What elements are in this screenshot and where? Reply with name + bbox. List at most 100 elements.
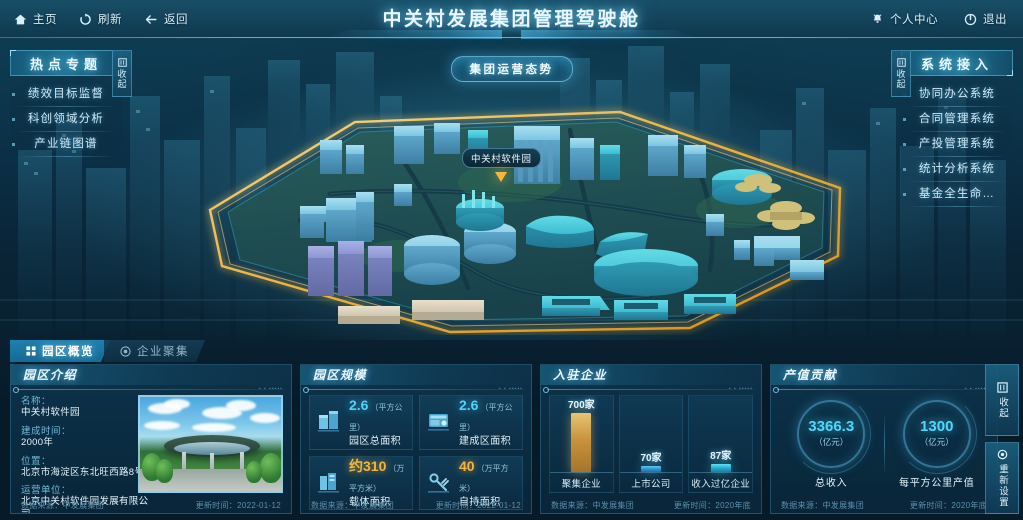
- park-info-list: 名称： 中关村软件园 建成时间： 2000年 位置： 北京市海淀区东北旺西路8号: [21, 393, 151, 513]
- kpi-total-area[interactable]: 2.6 （平方公里） 园区总面积: [309, 395, 413, 450]
- map-pin-icon: [495, 172, 508, 182]
- dashboard-reset-button[interactable]: 重新设置: [985, 442, 1019, 514]
- card-park-intro: 园区介绍 ▪ ▪ ▪▪▪▪▪ 名称： 中关村软件园 建成时间： 2000年: [10, 364, 292, 514]
- header-user-actions: 个人中心 退出: [871, 0, 1007, 38]
- kpi-text: 40 （万平方米） 自持面积: [459, 457, 516, 510]
- bar-value-label: 700家: [567, 400, 595, 411]
- bullet-icon: [12, 93, 15, 96]
- park-3d-map[interactable]: [150, 60, 890, 335]
- card-title: 园区介绍: [11, 365, 291, 385]
- gauge-output-per-km2[interactable]: 1300 （亿元） 每平方公里产值: [885, 393, 990, 489]
- sidebar-item-industry-chain[interactable]: 产业链图谱: [10, 132, 122, 157]
- info-label: 运营单位：: [21, 485, 72, 497]
- building-column: [210, 453, 214, 482]
- park-scale-kpis: 2.6 （平方公里） 园区总面积: [309, 395, 523, 510]
- gauge-value: 1300: [920, 418, 954, 435]
- user-center-button[interactable]: 个人中心: [871, 11, 938, 27]
- reset-label: 重新设置: [997, 463, 1008, 508]
- left-panel-hot-topics: 热点专题 绩效目标监督 科创领域分析 产业链图谱: [10, 50, 122, 157]
- reset-icon: [997, 449, 1007, 459]
- buildings-icon: [316, 409, 342, 435]
- left-collapse-label: 收起: [116, 69, 127, 89]
- sidebar-item-oa-system[interactable]: 协同办公系统: [901, 82, 1013, 107]
- bar-group-2[interactable]: 87家 收入过亿企业: [688, 395, 754, 493]
- card-title: 园区规模: [301, 365, 531, 385]
- logout-button[interactable]: 退出: [964, 11, 1007, 27]
- sidebar-item-performance[interactable]: 绩效目标监督: [10, 82, 122, 107]
- bar-category-label: 收入过亿企业: [691, 479, 751, 490]
- bullet-icon: [12, 118, 15, 121]
- info-label: 名称：: [21, 396, 52, 407]
- map-marker-software-park[interactable]: 中关村软件园: [462, 148, 541, 182]
- dashboard-tabs: 园区概览 企业聚集: [10, 340, 205, 362]
- info-label: 位置：: [21, 455, 52, 467]
- gauge-ring: 3366.3 （亿元）: [791, 393, 872, 474]
- gauge-value: 3366.3: [808, 418, 855, 435]
- left-panel-collapse-button[interactable]: 收起: [112, 50, 132, 97]
- sidebar-item-label: 产业链图谱: [34, 138, 98, 150]
- sidebar-item-label: 产投管理系统: [918, 138, 996, 150]
- sidebar-item-fund-lifecycle[interactable]: 基金全生命…: [901, 182, 1013, 207]
- title-wing-left: [322, 30, 502, 39]
- kpi-text: 约310 （万平方米） 载体面积: [349, 457, 406, 510]
- bar-group-1[interactable]: 70家 上市公司: [618, 395, 684, 493]
- left-panel-items: 绩效目标监督 科创领域分析 产业链图谱: [10, 76, 122, 157]
- enterprise-bar-chart: 700家 聚集企业 70家 上市公司 87家: [549, 395, 754, 493]
- logout-label: 退出: [983, 14, 1007, 26]
- data-source-label: 数据来源：中发展集团: [781, 500, 864, 510]
- info-value: 中关村软件园: [21, 407, 80, 418]
- kpi-carrier-area[interactable]: 约310 （万平方米） 载体面积: [309, 455, 413, 510]
- sidebar-item-investment-system[interactable]: 产投管理系统: [901, 132, 1013, 157]
- nav-refresh-button[interactable]: 刷新: [79, 11, 122, 27]
- kpi-built-area[interactable]: 2.6 （平方公里） 建成区面积: [419, 395, 523, 450]
- kpi-value: 40: [459, 457, 475, 474]
- info-row-location: 位置： 北京市海淀区东北旺西路8号: [21, 453, 151, 480]
- nav-home-label: 主页: [33, 14, 57, 26]
- data-source-label: 数据来源：中发展集团: [551, 500, 634, 510]
- kpi-unit: （万平方米）: [349, 463, 405, 493]
- refresh-icon: [80, 12, 91, 25]
- bar-baseline: [619, 472, 683, 473]
- cloud-shape: [148, 403, 182, 414]
- tab-park-overview[interactable]: 园区概览: [10, 340, 110, 362]
- card-resident-enterprises: 入驻企业 ▪ ▪ ▪▪▪▪▪ 700家 聚集企业 70家 上市公司: [540, 364, 762, 514]
- tab-enterprise-cluster[interactable]: 企业聚集: [104, 340, 205, 362]
- target-icon: [120, 346, 131, 357]
- gauge-unit: （亿元）: [919, 437, 954, 447]
- card-corner-deco: ▪ ▪ ▪▪▪▪▪: [498, 386, 523, 392]
- bar-2: [710, 464, 731, 472]
- bar-0: [571, 413, 592, 473]
- gauge-total-revenue[interactable]: 3366.3 （亿元） 总收入: [779, 393, 884, 489]
- gauge-ring: 1300 （亿元）: [896, 393, 977, 474]
- sidebar-item-contract-system[interactable]: 合同管理系统: [901, 107, 1013, 132]
- dashboard-collapse-button[interactable]: 收起: [985, 364, 1019, 436]
- right-panel-items: 协同办公系统 合同管理系统 产投管理系统 统计分析系统 基金全生命…: [901, 76, 1013, 207]
- kpi-value: 2.6: [349, 397, 369, 413]
- building-column: [240, 452, 244, 482]
- sidebar-item-label: 合同管理系统: [918, 113, 996, 125]
- gauge-center: 3366.3 （亿元）: [808, 419, 854, 448]
- kpi-text: 2.6 （平方公里） 建成区面积: [459, 396, 516, 449]
- group-operations-button[interactable]: 集团运营态势: [450, 56, 573, 82]
- sidebar-item-innovation[interactable]: 科创领域分析: [10, 107, 122, 132]
- bottom-dashboard: 园区概览 企业聚集 园区介绍 ▪ ▪ ▪▪▪▪▪ 名称：: [0, 338, 1023, 520]
- sidebar-item-statistics-system[interactable]: 统计分析系统: [901, 157, 1013, 182]
- sidebar-item-label: 统计分析系统: [918, 163, 996, 175]
- kpi-self-held-area[interactable]: 40 （万平方米） 自持面积: [419, 455, 523, 510]
- gauge-divider: [883, 413, 885, 475]
- bar-group-0[interactable]: 700家 聚集企业: [549, 395, 614, 493]
- bar-1: [641, 466, 661, 472]
- cloud-shape: [226, 400, 256, 411]
- arrow-left-icon: [145, 14, 157, 24]
- bar-category-label: 聚集企业: [561, 479, 601, 490]
- card-title: 产值贡献: [771, 365, 997, 385]
- tree-shape: [246, 461, 262, 483]
- photo-ground: [140, 469, 281, 491]
- data-source-label: 数据来源：中发展集团: [21, 500, 104, 510]
- right-panel-collapse-button[interactable]: 收起: [891, 50, 911, 97]
- info-value: 2000年: [21, 436, 54, 448]
- card-corner-deco: ▪ ▪ ▪▪▪▪▪: [964, 386, 989, 392]
- nav-home-button[interactable]: 主页: [14, 11, 57, 27]
- nav-back-button[interactable]: 返回: [144, 11, 188, 27]
